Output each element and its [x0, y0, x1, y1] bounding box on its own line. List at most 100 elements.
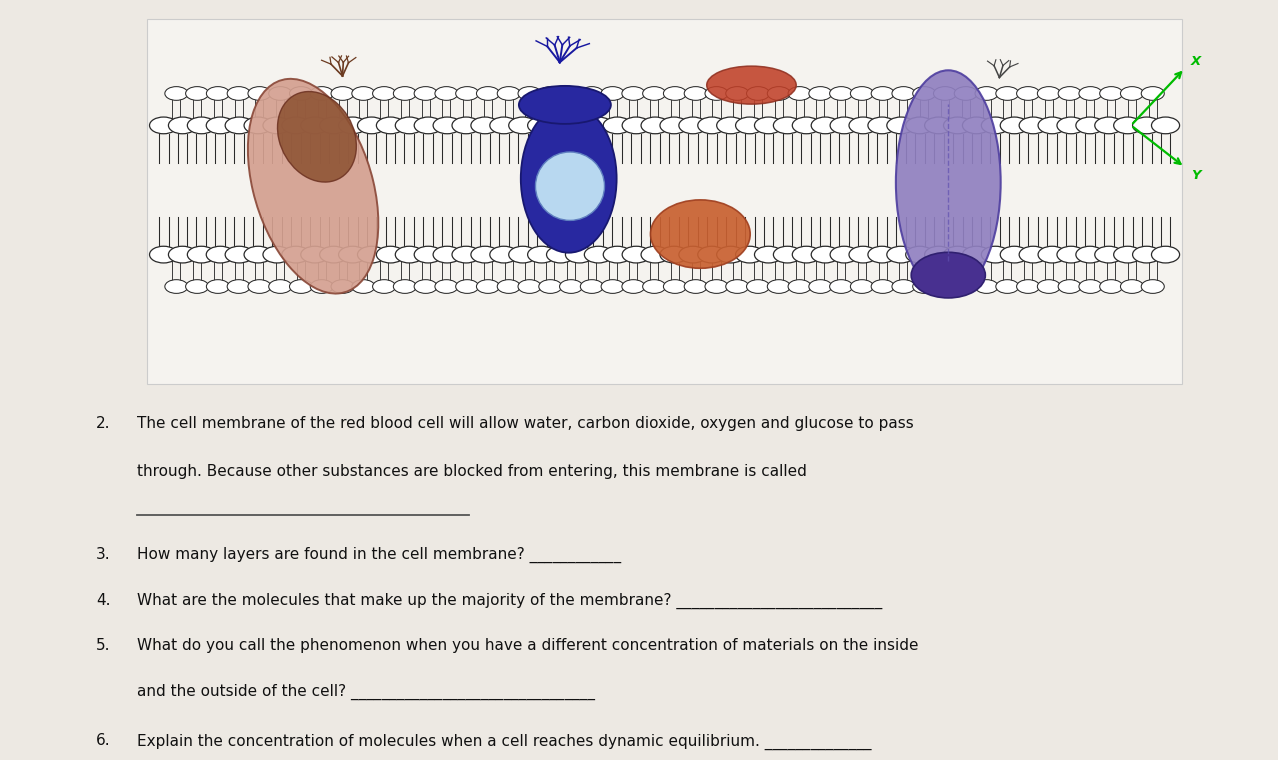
Circle shape	[351, 87, 374, 100]
Circle shape	[698, 117, 726, 134]
Circle shape	[659, 246, 688, 263]
Circle shape	[829, 87, 852, 100]
Circle shape	[643, 280, 666, 293]
Circle shape	[435, 280, 458, 293]
Text: Explain the concentration of molecules when a cell reaches dynamic equilibrium. : Explain the concentration of molecules w…	[137, 733, 872, 749]
Circle shape	[1095, 246, 1123, 263]
Circle shape	[414, 117, 442, 134]
Circle shape	[539, 280, 562, 293]
Circle shape	[227, 87, 250, 100]
Circle shape	[603, 117, 631, 134]
Text: 5.: 5.	[96, 638, 110, 654]
Circle shape	[373, 87, 396, 100]
Circle shape	[311, 87, 334, 100]
Circle shape	[982, 117, 1010, 134]
Circle shape	[726, 87, 749, 100]
Text: What are the molecules that make up the majority of the membrane? ______________: What are the molecules that make up the …	[137, 593, 882, 609]
Circle shape	[868, 246, 896, 263]
Circle shape	[601, 87, 624, 100]
Circle shape	[924, 117, 952, 134]
Circle shape	[643, 87, 666, 100]
Circle shape	[726, 280, 749, 293]
Circle shape	[684, 280, 707, 293]
Circle shape	[528, 117, 556, 134]
Circle shape	[489, 117, 518, 134]
Circle shape	[622, 87, 645, 100]
Circle shape	[1079, 280, 1102, 293]
Circle shape	[248, 87, 271, 100]
Circle shape	[560, 87, 583, 100]
Circle shape	[169, 117, 197, 134]
Circle shape	[642, 117, 670, 134]
Circle shape	[868, 117, 896, 134]
Circle shape	[290, 280, 313, 293]
Circle shape	[767, 280, 790, 293]
Circle shape	[580, 87, 603, 100]
Circle shape	[622, 280, 645, 293]
Circle shape	[456, 87, 479, 100]
Circle shape	[395, 117, 423, 134]
Circle shape	[1001, 246, 1029, 263]
Circle shape	[165, 87, 188, 100]
Circle shape	[489, 246, 518, 263]
Circle shape	[717, 117, 745, 134]
Circle shape	[736, 246, 764, 263]
Circle shape	[358, 117, 386, 134]
Circle shape	[470, 246, 498, 263]
Circle shape	[1038, 117, 1066, 134]
Circle shape	[912, 87, 935, 100]
Circle shape	[975, 280, 998, 293]
Ellipse shape	[277, 91, 357, 182]
Circle shape	[1121, 87, 1144, 100]
Circle shape	[282, 246, 311, 263]
Circle shape	[754, 246, 782, 263]
Circle shape	[1132, 246, 1160, 263]
Circle shape	[789, 280, 812, 293]
Circle shape	[933, 87, 956, 100]
Text: 3.: 3.	[96, 547, 110, 562]
Circle shape	[906, 246, 934, 263]
Circle shape	[679, 117, 707, 134]
Circle shape	[185, 280, 208, 293]
Circle shape	[622, 246, 651, 263]
Circle shape	[809, 87, 832, 100]
Circle shape	[339, 117, 367, 134]
Text: through. Because other substances are blocked from entering, this membrane is ca: through. Because other substances are bl…	[137, 464, 806, 479]
Circle shape	[975, 87, 998, 100]
Circle shape	[394, 280, 417, 293]
Circle shape	[679, 246, 707, 263]
Circle shape	[1151, 117, 1180, 134]
Circle shape	[1151, 246, 1180, 263]
Circle shape	[789, 87, 812, 100]
Circle shape	[244, 117, 272, 134]
Circle shape	[584, 246, 612, 263]
Circle shape	[955, 87, 978, 100]
Circle shape	[225, 246, 253, 263]
Circle shape	[698, 246, 726, 263]
Circle shape	[290, 87, 313, 100]
Circle shape	[962, 246, 990, 263]
Bar	[147, 19, 1182, 384]
Circle shape	[339, 246, 367, 263]
Text: 6.: 6.	[96, 733, 110, 749]
Circle shape	[477, 280, 500, 293]
Circle shape	[1079, 87, 1102, 100]
Circle shape	[1121, 280, 1144, 293]
Circle shape	[244, 246, 272, 263]
Circle shape	[642, 246, 670, 263]
Circle shape	[185, 87, 208, 100]
Circle shape	[912, 280, 935, 293]
Circle shape	[169, 246, 197, 263]
Circle shape	[1019, 117, 1047, 134]
Circle shape	[812, 246, 840, 263]
Circle shape	[773, 246, 801, 263]
Circle shape	[539, 87, 562, 100]
Text: and the outside of the cell? ________________________________: and the outside of the cell? ___________…	[137, 684, 594, 700]
Circle shape	[892, 280, 915, 293]
Text: How many layers are found in the cell membrane? ____________: How many layers are found in the cell me…	[137, 547, 621, 563]
Circle shape	[188, 117, 216, 134]
Circle shape	[812, 117, 840, 134]
Circle shape	[663, 87, 686, 100]
Circle shape	[414, 246, 442, 263]
Circle shape	[767, 87, 790, 100]
